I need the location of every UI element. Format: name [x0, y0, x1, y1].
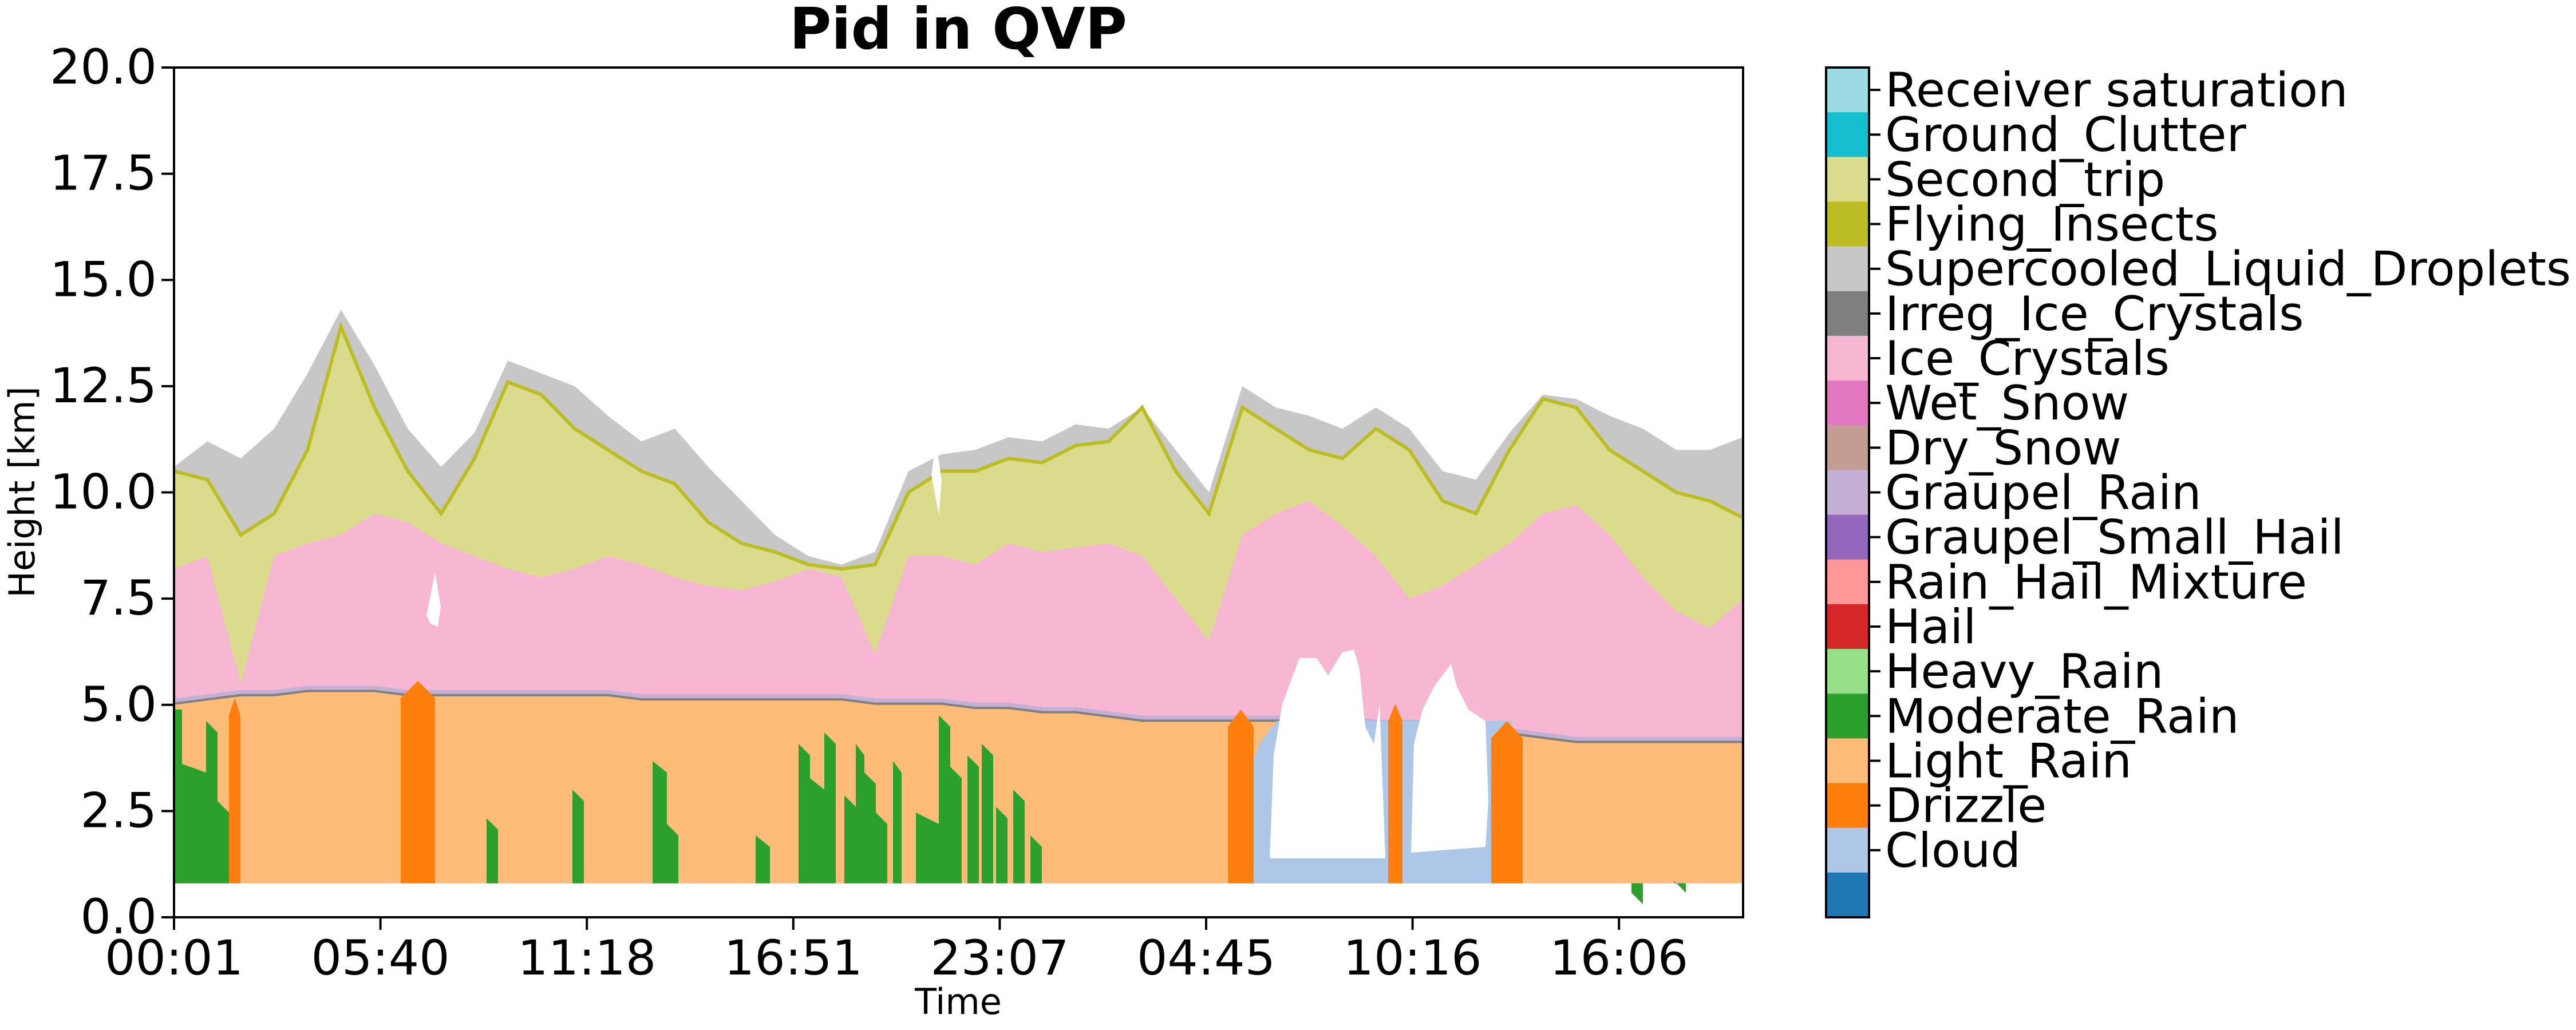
x-tick-label: 16:51 — [724, 930, 863, 986]
x-tick-label: 05:40 — [311, 930, 450, 986]
moderate-rain-column — [487, 818, 498, 884]
y-tick-label: 2.5 — [80, 782, 157, 838]
colorbar-label: Rain_Hail_Mixture — [1885, 554, 2307, 610]
moderate-rain-column — [876, 813, 887, 884]
colorbar-swatch — [1826, 649, 1869, 694]
colorbar-swatch — [1826, 157, 1869, 203]
colorbar-label: Graupel_Small_Hail — [1885, 510, 2344, 565]
colorbar-label: Hail — [1885, 599, 1976, 655]
colorbar-label: Moderate_Rain — [1885, 688, 2239, 744]
x-tick-label: 10:16 — [1344, 930, 1482, 986]
colorbar-label: Ground_Clutter — [1885, 107, 2247, 163]
colorbar-swatch — [1826, 335, 1869, 381]
colorbar-label: Cloud — [1885, 823, 2021, 878]
colorbar-label: Light_Rain — [1885, 733, 2132, 789]
moderate-rain-column — [982, 744, 993, 884]
colorbar-swatch — [1826, 112, 1869, 157]
x-tick-label: 04:45 — [1137, 930, 1275, 986]
colorbar-label: Heavy_Rain — [1885, 644, 2163, 699]
colorbar-swatch — [1826, 514, 1869, 560]
colorbar-label: Second_trip — [1885, 152, 2165, 207]
chart-title: Pid in QVP — [789, 0, 1127, 62]
plot-overlays — [174, 441, 1686, 904]
moderate-rain-column — [218, 801, 229, 884]
colorbar-swatch — [1826, 559, 1869, 605]
moderate-rain-column — [799, 744, 810, 884]
colorbar-swatch — [1826, 827, 1869, 873]
x-tick-label: 23:07 — [930, 930, 1069, 986]
moderate-rain-column — [916, 813, 939, 884]
no-echo-gap — [1270, 649, 1385, 858]
y-tick-label: 7.5 — [80, 570, 157, 626]
moderate-rain-column — [967, 755, 979, 884]
moderate-rain-column — [893, 761, 902, 884]
colorbar: Receiver saturationGround_ClutterSecond_… — [1825, 62, 2571, 918]
colorbar-label: Graupel_Rain — [1885, 465, 2202, 521]
colorbar-swatch — [1826, 291, 1869, 336]
moderate-rain-column — [1013, 790, 1025, 884]
no-echo-gap — [1411, 664, 1488, 853]
y-tick-label: 0.0 — [80, 889, 157, 945]
drizzle-streak — [1388, 704, 1402, 884]
moderate-rain-column — [856, 744, 864, 884]
colorbar-label: Receiver saturation — [1885, 62, 2348, 118]
moderate-rain-column — [810, 778, 824, 884]
colorbar-swatch — [1826, 68, 1869, 113]
colorbar-swatch — [1826, 694, 1869, 739]
drizzle-streak — [401, 681, 435, 884]
y-tick-label: 15.0 — [50, 251, 157, 307]
moderate-rain-column — [996, 807, 1008, 884]
moderate-rain-column — [174, 710, 182, 884]
colorbar-swatch — [1826, 425, 1869, 471]
y-tick-label: 10.0 — [50, 464, 157, 520]
colorbar-swatch — [1826, 470, 1869, 516]
drizzle-streak — [1228, 710, 1254, 884]
no-echo-gap — [931, 441, 942, 515]
moderate-rain-column — [844, 795, 856, 884]
moderate-rain-column — [206, 721, 218, 884]
y-tick-label: 5.0 — [80, 676, 157, 732]
drizzle-streak — [229, 698, 240, 884]
colorbar-swatch — [1826, 738, 1869, 784]
x-tick-label: 11:18 — [517, 930, 656, 986]
y-tick-label: 20.0 — [50, 39, 157, 95]
moderate-rain-column — [667, 824, 678, 884]
moderate-rain-column — [1674, 881, 1686, 893]
moderate-rain-column — [572, 790, 584, 884]
x-tick-label: 00:01 — [105, 930, 243, 986]
colorbar-label: Flying_Insects — [1885, 197, 2219, 252]
moderate-rain-column — [950, 767, 962, 884]
y-axis: 0.0 2.5 5.0 7.5 10.0 12.5 15.0 17.5 20.0 — [50, 39, 174, 945]
moderate-rain-column — [1631, 883, 1643, 904]
x-tick-label: 16:06 — [1550, 930, 1688, 986]
y-tick-label: 17.5 — [50, 145, 157, 201]
moderate-rain-column — [653, 761, 667, 884]
x-axis: 00:01 05:40 11:18 16:51 23:07 04:45 10:16 16:06 — [105, 917, 1688, 986]
colorbar-label: Supercooled_Liquid_Droplets — [1885, 241, 2571, 297]
colorbar-swatch — [1826, 604, 1869, 649]
colorbar-label: Irreg_Ice_Crystals — [1885, 286, 2304, 342]
moderate-rain-column — [864, 772, 876, 884]
moderate-rain-column — [824, 732, 836, 884]
colorbar-label: Drizzle — [1885, 778, 2046, 834]
colorbar-swatch — [1826, 381, 1869, 426]
drizzle-streak — [1491, 721, 1523, 884]
colorbar-label: Dry_Snow — [1885, 420, 2121, 476]
colorbar-label: Ice_Crystals — [1885, 331, 2170, 386]
flying-insects-edge — [174, 321, 1743, 571]
colorbar-swatch — [1826, 872, 1869, 918]
moderate-rain-column — [1030, 835, 1042, 884]
colorbar-label: Wet_Snow — [1885, 375, 2129, 431]
y-tick-label: 12.5 — [50, 358, 157, 414]
y-axis-label: Height [km] — [1, 386, 43, 597]
colorbar-swatch — [1826, 246, 1869, 292]
colorbar-swatch — [1826, 201, 1869, 247]
x-axis-label: Time — [914, 981, 1002, 1023]
moderate-rain-column — [756, 835, 770, 884]
moderate-rain-column — [939, 715, 950, 884]
colorbar-swatch — [1826, 783, 1869, 829]
no-echo-gap — [426, 572, 441, 627]
